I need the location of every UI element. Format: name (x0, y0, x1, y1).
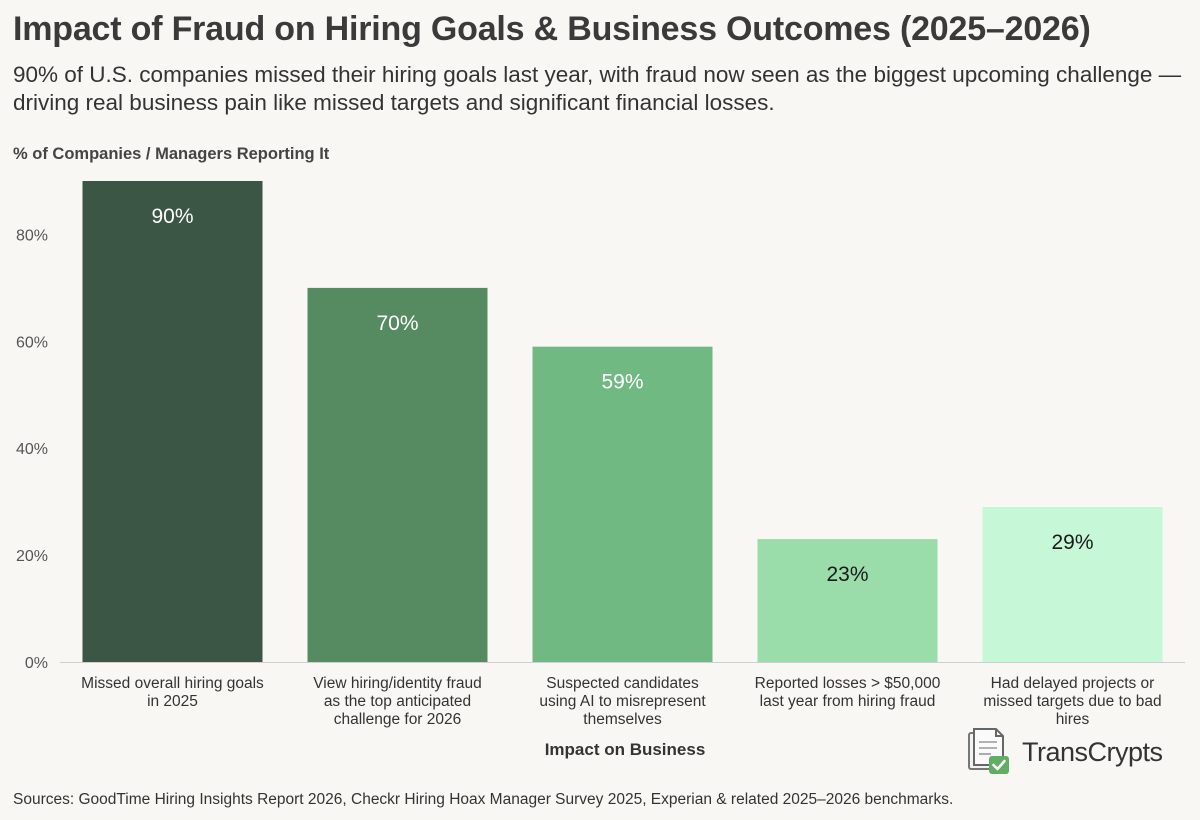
x-tick-label: hires (1056, 711, 1090, 728)
x-tick-label: Had delayed projects or (991, 675, 1155, 692)
data-label: 59% (601, 371, 643, 394)
chart-subtitle: 90% of U.S. companies missed their hirin… (13, 62, 1182, 115)
data-label: 23% (826, 563, 868, 586)
x-tick-label: View hiring/identity fraud (313, 675, 482, 692)
bar (982, 507, 1163, 662)
x-tick-label: as the top anticipated (324, 693, 471, 710)
x-tick-label: last year from hiring fraud (760, 693, 936, 710)
x-tick-label: themselves (583, 711, 662, 728)
source-note: Sources: GoodTime Hiring Insights Report… (13, 791, 954, 808)
bar-chart: 0% 20% 40% 60% 80% 90% Missed overall hiring g… (16, 181, 1185, 728)
brand-logo: TransCrypts (966, 726, 1163, 778)
data-label: 29% (1051, 531, 1093, 554)
bar (307, 287, 488, 662)
data-label: 70% (376, 312, 418, 335)
data-label: 90% (151, 205, 193, 228)
x-tick-label: missed targets due to bad (983, 693, 1161, 710)
x-tick-label: Reported losses > $50,000 (755, 675, 941, 692)
bar (532, 346, 713, 662)
y-tick-label: 0% (25, 655, 48, 672)
y-axis-label: % of Companies / Managers Reporting It (13, 145, 330, 163)
x-tick-label: Missed overall hiring goals (81, 675, 264, 692)
y-tick-label: 80% (16, 227, 48, 244)
x-axis-label: Impact on Business (544, 740, 706, 759)
chart-title: Impact of Fraud on Hiring Goals & Busine… (13, 10, 1091, 48)
x-tick-label: Suspected candidates (546, 675, 699, 692)
brand-name: TransCrypts (1022, 736, 1163, 767)
bar (757, 539, 938, 662)
y-tick-label: 40% (16, 441, 48, 458)
bar (82, 181, 263, 662)
x-tick-label: in 2025 (147, 693, 198, 710)
y-tick-label: 60% (16, 334, 48, 351)
document-check-icon (968, 728, 1009, 774)
x-tick-label: challenge for 2026 (334, 711, 462, 728)
y-tick-label: 20% (16, 548, 48, 565)
x-tick-label: using AI to misrepresent (539, 693, 706, 710)
